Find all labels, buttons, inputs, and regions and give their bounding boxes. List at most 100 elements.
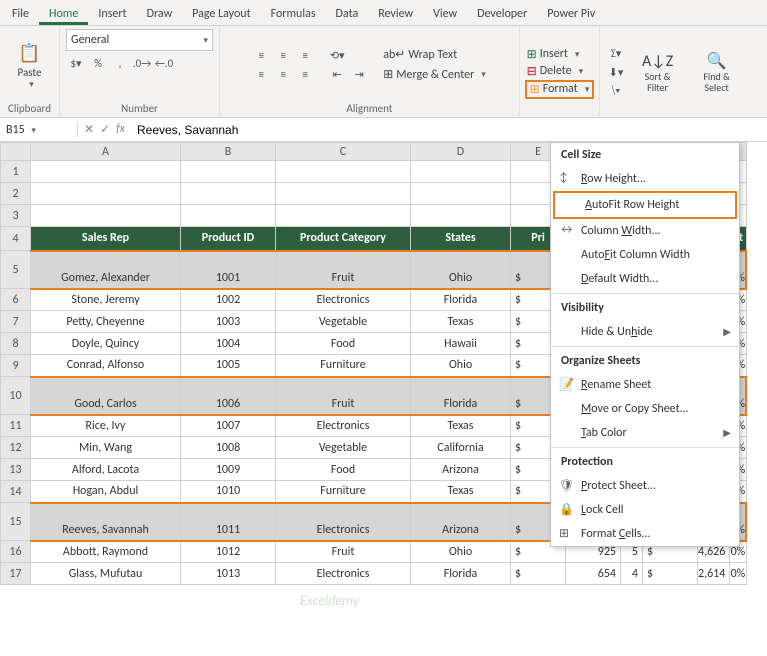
- cell[interactable]: Food: [276, 459, 411, 481]
- cell[interactable]: Fruit: [276, 251, 411, 289]
- cell[interactable]: [181, 161, 276, 183]
- cell[interactable]: 1005: [181, 355, 276, 377]
- paste-button[interactable]: 📋 Paste ▾: [13, 38, 47, 92]
- cell[interactable]: [411, 205, 511, 227]
- cell[interactable]: 1008: [181, 437, 276, 459]
- clear-button[interactable]: ⧹▾: [606, 82, 626, 100]
- menu-item-rename-sheet[interactable]: 📝Rename Sheet: [551, 373, 739, 397]
- cell[interactable]: [411, 183, 511, 205]
- number-format-select[interactable]: General ▾: [66, 29, 213, 51]
- cell[interactable]: Arizona: [411, 503, 511, 541]
- table-row[interactable]: 17Glass, Mufutau1013ElectronicsFlorida$6…: [1, 563, 747, 585]
- tab-view[interactable]: View: [423, 3, 467, 25]
- select-all-corner[interactable]: [1, 143, 31, 161]
- cell[interactable]: [181, 183, 276, 205]
- cell[interactable]: $: [643, 563, 698, 585]
- cell[interactable]: 1006: [181, 377, 276, 415]
- cell[interactable]: Electronics: [276, 415, 411, 437]
- cell[interactable]: Florida: [411, 563, 511, 585]
- cell[interactable]: Fruit: [276, 377, 411, 415]
- align-right-button[interactable]: ≡: [295, 65, 315, 83]
- menu-item-autofit-column-width[interactable]: AutoFit Column Width: [551, 243, 739, 267]
- cell[interactable]: Doyle, Quincy: [31, 333, 181, 355]
- cell[interactable]: [31, 183, 181, 205]
- cell[interactable]: Reeves, Savannah: [31, 503, 181, 541]
- cell[interactable]: Texas: [411, 311, 511, 333]
- row-header[interactable]: 14: [1, 481, 31, 503]
- col-header-B[interactable]: B: [181, 143, 276, 161]
- row-header[interactable]: 13: [1, 459, 31, 481]
- tab-insert[interactable]: Insert: [88, 3, 136, 25]
- cell[interactable]: Ohio: [411, 541, 511, 563]
- row-header[interactable]: 11: [1, 415, 31, 437]
- wrap-text-button[interactable]: ab↵ Wrap Text: [381, 46, 488, 63]
- table-header-cell[interactable]: States: [411, 227, 511, 251]
- menu-item-autofit-row-height[interactable]: AutoFit Row Height: [553, 191, 737, 219]
- cell[interactable]: Electronics: [276, 563, 411, 585]
- align-left-button[interactable]: ≡: [251, 65, 271, 83]
- tab-developer[interactable]: Developer: [467, 3, 537, 25]
- align-top-button[interactable]: ≡: [251, 46, 271, 64]
- cells-insert-button[interactable]: ⊞Insert▾: [525, 46, 595, 63]
- align-middle-button[interactable]: ≡: [273, 46, 293, 64]
- menu-item-default-width[interactable]: Default Width...: [551, 267, 739, 291]
- tab-file[interactable]: File: [2, 3, 39, 25]
- cell[interactable]: Min, Wang: [31, 437, 181, 459]
- cell[interactable]: Food: [276, 333, 411, 355]
- cell[interactable]: Fruit: [276, 541, 411, 563]
- cell[interactable]: Vegetable: [276, 437, 411, 459]
- cell[interactable]: 1003: [181, 311, 276, 333]
- cell[interactable]: Good, Carlos: [31, 377, 181, 415]
- row-header[interactable]: 8: [1, 333, 31, 355]
- cell[interactable]: 1010: [181, 481, 276, 503]
- row-header[interactable]: 12: [1, 437, 31, 459]
- row-header[interactable]: 2: [1, 183, 31, 205]
- tab-page-layout[interactable]: Page Layout: [182, 3, 260, 25]
- cell[interactable]: [276, 161, 411, 183]
- cell[interactable]: California: [411, 437, 511, 459]
- cell[interactable]: Furniture: [276, 355, 411, 377]
- cell[interactable]: Ohio: [411, 355, 511, 377]
- cell[interactable]: Electronics: [276, 503, 411, 541]
- cell[interactable]: Rice, Ivy: [31, 415, 181, 437]
- cell[interactable]: Electronics: [276, 289, 411, 311]
- comma-button[interactable]: ,: [110, 54, 130, 72]
- cell[interactable]: Texas: [411, 415, 511, 437]
- menu-item-hide-unhide[interactable]: Hide & Unhide▶: [551, 320, 739, 344]
- fx-icon[interactable]: fx: [116, 122, 125, 137]
- row-header[interactable]: 16: [1, 541, 31, 563]
- cell[interactable]: Stone, Jeremy: [31, 289, 181, 311]
- row-header[interactable]: 5: [1, 251, 31, 289]
- decrease-indent-button[interactable]: ⇤: [327, 65, 347, 83]
- menu-item-row-height[interactable]: ↕Row Height...: [551, 167, 739, 191]
- cancel-icon[interactable]: ✕: [84, 122, 94, 137]
- align-center-button[interactable]: ≡: [273, 65, 293, 83]
- percent-button[interactable]: %: [88, 54, 108, 72]
- tab-data[interactable]: Data: [326, 3, 369, 25]
- cell[interactable]: Ohio: [411, 251, 511, 289]
- cell[interactable]: Hogan, Abdul: [31, 481, 181, 503]
- cell[interactable]: Hawaii: [411, 333, 511, 355]
- cell[interactable]: 1009: [181, 459, 276, 481]
- row-header[interactable]: 10: [1, 377, 31, 415]
- orientation-button[interactable]: ⟲▾: [327, 46, 347, 64]
- cell[interactable]: Texas: [411, 481, 511, 503]
- cell[interactable]: Furniture: [276, 481, 411, 503]
- formula-input[interactable]: [131, 123, 767, 137]
- cell[interactable]: Gomez, Alexander: [31, 251, 181, 289]
- currency-button[interactable]: $▾: [66, 54, 86, 72]
- table-header-cell[interactable]: Product ID: [181, 227, 276, 251]
- tab-review[interactable]: Review: [368, 3, 423, 25]
- table-header-cell[interactable]: Sales Rep: [31, 227, 181, 251]
- tab-home[interactable]: Home: [39, 3, 88, 25]
- autosum-button[interactable]: Σ▾: [606, 44, 626, 62]
- menu-item-move-or-copy-sheet[interactable]: Move or Copy Sheet...: [551, 397, 739, 421]
- row-header[interactable]: 1: [1, 161, 31, 183]
- cell[interactable]: 1013: [181, 563, 276, 585]
- cell[interactable]: Petty, Cheyenne: [31, 311, 181, 333]
- align-bottom-button[interactable]: ≡: [295, 46, 315, 64]
- cell[interactable]: 2,614: [698, 563, 730, 585]
- col-header-D[interactable]: D: [411, 143, 511, 161]
- tab-formulas[interactable]: Formulas: [261, 3, 326, 25]
- cell[interactable]: [276, 183, 411, 205]
